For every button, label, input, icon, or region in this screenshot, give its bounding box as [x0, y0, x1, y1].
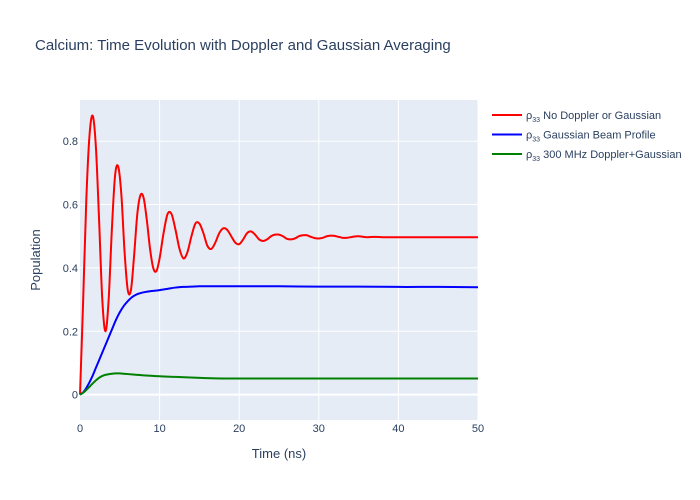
grid-lines: [80, 100, 479, 420]
legend-item-1[interactable]: ρ33 No Doppler or Gaussian: [492, 110, 661, 124]
chart-title: Calcium: Time Evolution with Doppler and…: [35, 37, 451, 54]
x-axis-label: Time (ns): [252, 446, 306, 461]
x-axis-ticks: 0 10 20 30 40 50: [77, 423, 484, 435]
y-tick-label: 0.4: [63, 263, 78, 275]
legend-label: ρ33 Gaussian Beam Profile: [526, 130, 656, 144]
y-tick-label: 0: [72, 390, 78, 402]
series-line-1[interactable]: [79, 114, 479, 395]
x-tick-label: 20: [233, 423, 245, 435]
y-axis-label: Population: [28, 229, 43, 290]
x-tick-label: 30: [313, 423, 325, 435]
series-line-3[interactable]: [79, 372, 478, 396]
x-tick-label: 50: [472, 423, 484, 435]
legend-label: ρ33 300 MHz Doppler+Gaussian: [526, 149, 682, 163]
y-axis-ticks: 0 0.2 0.4 0.6 0.8: [63, 136, 78, 401]
legend-item-3[interactable]: ρ33 300 MHz Doppler+Gaussian: [492, 149, 682, 163]
series-layer: [79, 114, 479, 396]
legend-item-2[interactable]: ρ33 Gaussian Beam Profile: [492, 130, 656, 144]
y-tick-label: 0.6: [63, 200, 78, 212]
series-line-2[interactable]: [79, 285, 479, 396]
x-tick-label: 10: [153, 423, 165, 435]
x-tick-label: 40: [392, 423, 404, 435]
x-tick-label: 0: [77, 423, 83, 435]
y-tick-label: 0.8: [63, 136, 78, 148]
y-tick-label: 0.2: [63, 326, 78, 338]
legend-label: ρ33 No Doppler or Gaussian: [526, 110, 661, 124]
plot-background[interactable]: [80, 100, 478, 420]
legend: ρ33 No Doppler or Gaussian ρ33 Gaussian B…: [492, 110, 682, 163]
